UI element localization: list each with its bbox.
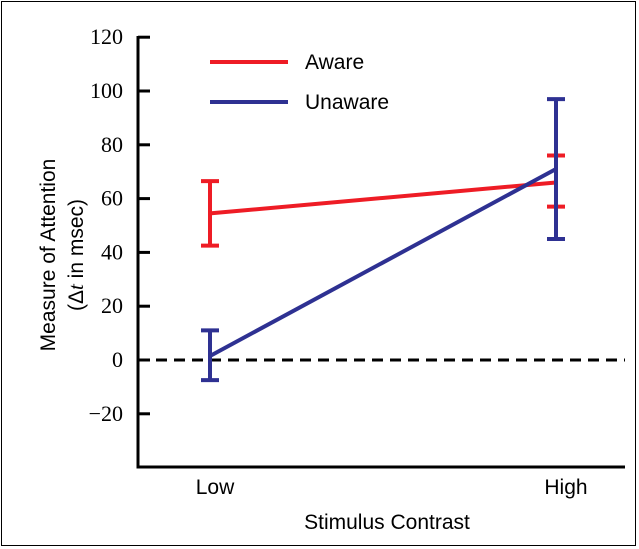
series-unaware (201, 97, 565, 383)
x-category-labels: Low High (196, 476, 588, 499)
y-axis-title: Measure of Attention (Δt in msec) (37, 159, 88, 352)
y-tick-label: 0 (112, 347, 123, 372)
series-line (209, 180, 557, 216)
y-tick-label: 80 (101, 132, 123, 157)
t-symbol: t (64, 283, 88, 290)
series-aware (201, 153, 565, 248)
delta-symbol: Δ (65, 290, 88, 304)
y-axis-title-line1: Measure of Attention (37, 159, 60, 352)
y-tick-label: 100 (90, 78, 123, 103)
x-category-label: Low (196, 476, 235, 499)
y-tick-label: 120 (90, 24, 123, 49)
y-tick-label: −20 (89, 401, 123, 426)
y-axis-title-line2: (Δt in msec) (64, 199, 88, 311)
y-axis-title-open: ( (65, 304, 88, 311)
data-point (208, 211, 212, 216)
legend: Aware Unaware (210, 51, 389, 114)
y-tick-label: 60 (101, 186, 123, 211)
x-axis-title: Stimulus Contrast (304, 511, 470, 534)
series-line (209, 167, 557, 358)
data-point (208, 353, 212, 358)
y-tick-label: 40 (101, 239, 123, 264)
data-point (554, 167, 558, 172)
y-axis-title-unit: in msec) (65, 199, 88, 284)
legend-label: Aware (305, 51, 364, 74)
x-category-label: High (544, 476, 587, 499)
legend-label: Unaware (305, 91, 389, 114)
series-layer (201, 97, 565, 383)
y-tick-label: 20 (101, 293, 123, 318)
y-ticks: 120 100 80 60 40 20 0 −20 (89, 24, 150, 426)
